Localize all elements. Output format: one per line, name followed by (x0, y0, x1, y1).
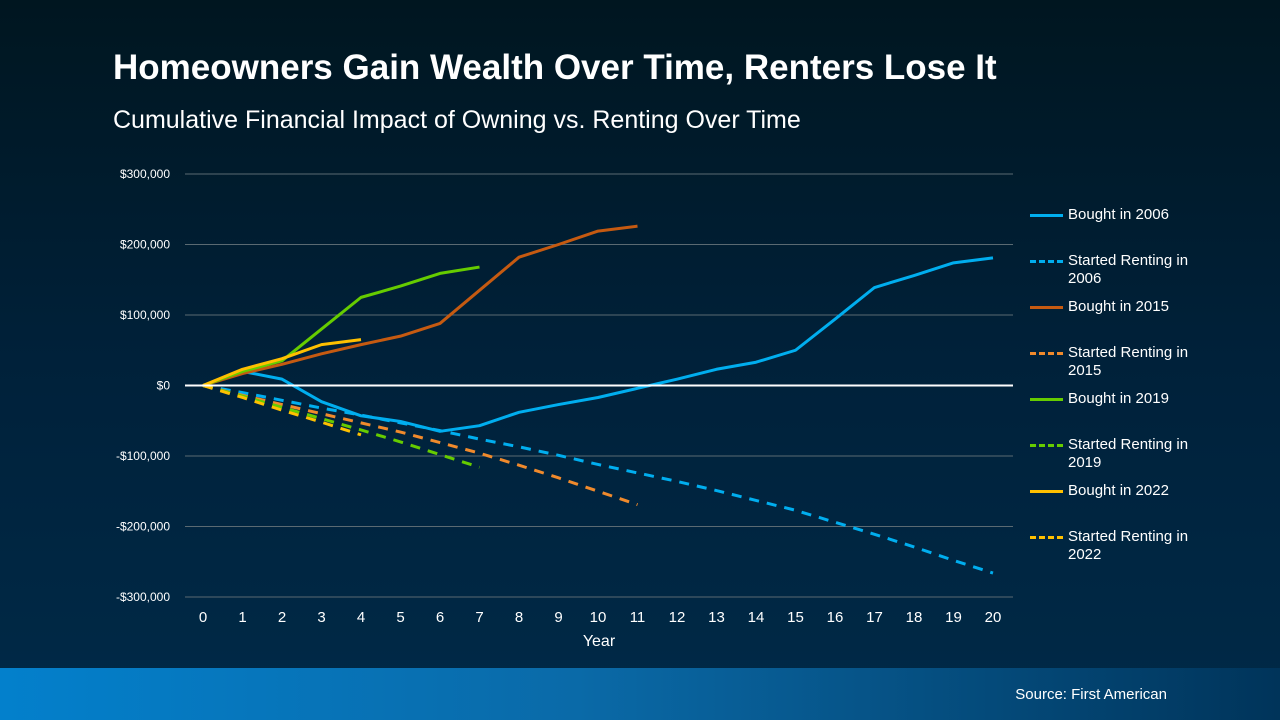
x-tick-label: 13 (708, 609, 725, 626)
y-tick-label: $0 (157, 379, 171, 393)
y-tick-label: $200,000 (120, 238, 170, 252)
series-line-started-renting-in-2006 (202, 384, 994, 575)
y-tick-label: -$100,000 (116, 449, 170, 463)
footer-band (0, 668, 1280, 720)
legend-label: Bought in 2022 (1068, 482, 1169, 499)
x-tick-label: 8 (515, 609, 523, 626)
x-tick-label: 17 (866, 609, 883, 626)
x-tick-label: 2 (278, 609, 286, 626)
source-note: Source: First American (1015, 686, 1167, 703)
x-tick-label: 10 (590, 609, 607, 626)
legend-swatch (1030, 444, 1063, 447)
y-tick-label: -$300,000 (116, 590, 170, 604)
series-line-started-renting-in-2022 (202, 384, 362, 437)
legend-swatch (1030, 260, 1063, 263)
series-line-bought-in-2006 (202, 256, 994, 433)
x-tick-label: 15 (787, 609, 804, 626)
x-tick-label: 4 (357, 609, 365, 626)
x-tick-label: 9 (554, 609, 562, 626)
legend-label: Started Renting in 2015 (1068, 344, 1189, 379)
x-tick-label: 1 (238, 609, 246, 626)
x-tick-label: 3 (317, 609, 325, 626)
y-tick-label: $100,000 (120, 308, 170, 322)
x-tick-label: 0 (199, 609, 207, 626)
x-tick-label: 19 (945, 609, 962, 626)
x-tick-label: 16 (827, 609, 844, 626)
legend-label: Started Renting in 2022 (1068, 528, 1189, 563)
y-tick-label: -$200,000 (116, 520, 170, 534)
legend-swatch (1030, 214, 1063, 217)
legend-swatch (1030, 398, 1063, 401)
legend-swatch (1030, 352, 1063, 355)
x-tick-label: 12 (669, 609, 686, 626)
x-tick-label: 20 (985, 609, 1002, 626)
legend-label: Started Renting in 2006 (1068, 252, 1189, 287)
legend-label: Bought in 2006 (1068, 206, 1169, 223)
series-line-bought-in-2022 (202, 338, 362, 387)
legend-swatch (1030, 536, 1063, 539)
legend-label: Bought in 2019 (1068, 390, 1169, 407)
x-tick-label: 6 (436, 609, 444, 626)
legend-label: Bought in 2015 (1068, 298, 1169, 315)
x-tick-label: 11 (630, 609, 646, 626)
chart-title: Homeowners Gain Wealth Over Time, Renter… (113, 48, 997, 87)
series-line-started-renting-in-2015 (202, 384, 638, 507)
series-line-bought-in-2015 (202, 224, 638, 387)
x-tick-label: 18 (906, 609, 923, 626)
legend-swatch (1030, 490, 1063, 493)
line-chart: $300,000 $200,000 $100,000 $0 -$100,000 -$200… (116, 167, 1013, 650)
x-axis-label: Year (583, 633, 616, 650)
y-tick-label: $300,000 (120, 167, 170, 181)
x-tick-label: 7 (475, 609, 483, 626)
legend-swatch (1030, 306, 1063, 309)
series-line-started-renting-in-2019 (202, 384, 480, 469)
chart-subtitle: Cumulative Financial Impact of Owning vs… (113, 106, 801, 134)
legend-label: Started Renting in 2019 (1068, 436, 1189, 471)
series-line-bought-in-2019 (202, 265, 480, 387)
x-tick-label: 5 (396, 609, 404, 626)
x-tick-label: 14 (748, 609, 765, 626)
